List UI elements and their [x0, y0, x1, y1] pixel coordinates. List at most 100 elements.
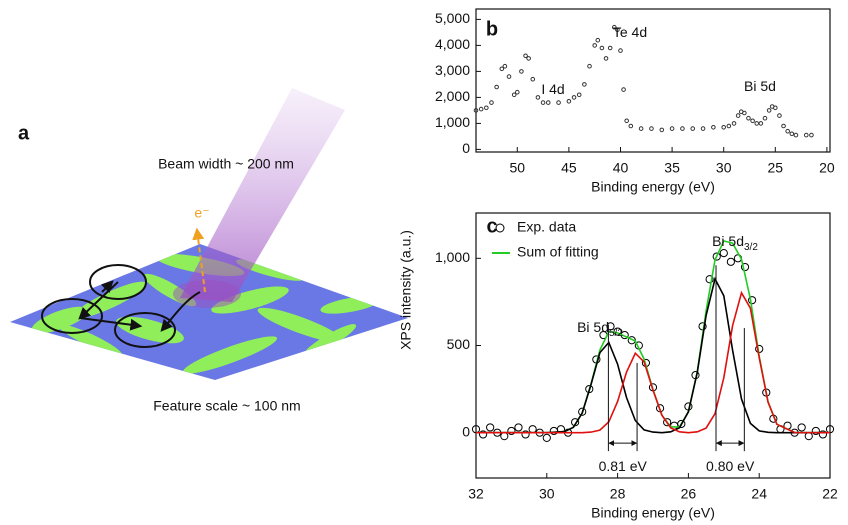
x-tick-label: 22	[822, 486, 838, 502]
data-point	[489, 100, 494, 105]
data-point	[500, 432, 509, 441]
data-point	[649, 126, 654, 131]
electron-label: e⁻	[194, 205, 209, 221]
data-point	[484, 105, 489, 111]
data-point	[545, 100, 551, 105]
data-point	[587, 63, 592, 69]
data-point	[621, 87, 626, 92]
data-point	[804, 432, 813, 441]
beam	[180, 88, 345, 302]
data-point	[599, 45, 605, 51]
data-point	[758, 121, 764, 126]
data-point	[582, 82, 587, 87]
legend-label: Sum of fitting	[517, 244, 599, 260]
data-point	[719, 248, 728, 258]
data-point	[680, 126, 685, 131]
x-tick-label: 35	[664, 160, 680, 176]
data-point	[514, 423, 523, 432]
x-tick-label: 26	[681, 486, 697, 502]
data-point	[731, 121, 737, 126]
data-point	[740, 262, 750, 272]
electron-arrow	[192, 227, 206, 293]
annotation-text: Bi 5d	[712, 233, 744, 249]
data-point	[726, 257, 735, 266]
y-tick-label: 1,000	[435, 249, 470, 265]
y-tick-label: 1,000	[435, 114, 470, 130]
data-point	[576, 92, 582, 98]
data-point	[478, 106, 484, 112]
data-point	[690, 126, 696, 131]
y-tick-label: 0	[462, 140, 470, 156]
data-point	[754, 121, 760, 126]
data-point	[595, 37, 601, 43]
data-point	[789, 131, 795, 137]
data-point	[511, 92, 517, 98]
data-point	[514, 89, 520, 95]
annotation-text: Bi 5d	[744, 78, 776, 94]
x-axis-label: Binding energy (eV)	[591, 179, 715, 195]
data-point	[473, 108, 479, 113]
annotation-text: I 4d	[541, 81, 564, 97]
data-point	[615, 27, 620, 33]
data-point	[607, 45, 613, 51]
x-tick-label: 20	[819, 160, 835, 176]
data-point	[578, 407, 587, 416]
annotation: Bi 5d	[744, 78, 776, 94]
fit-line	[476, 276, 830, 434]
data-point	[606, 322, 615, 331]
y-tick-label: 4,000	[435, 36, 470, 52]
legend-label: Exp. data	[517, 219, 576, 235]
x-axis-label: Binding energy (eV)	[591, 505, 715, 521]
data-point	[705, 275, 714, 284]
annotation-text: Bi 5d	[577, 319, 609, 335]
y-tick-label: 5,000	[435, 10, 470, 26]
panel-label: c	[486, 215, 497, 237]
fit-line	[476, 239, 831, 434]
data-point	[592, 43, 597, 48]
x-tick-label: 50	[509, 160, 525, 176]
data-point	[571, 95, 577, 100]
data-point	[540, 100, 546, 105]
data-point	[526, 56, 531, 61]
data-point	[519, 69, 524, 74]
data-point	[762, 115, 768, 121]
data-point	[712, 252, 721, 261]
data-point	[659, 127, 665, 133]
data-point	[638, 126, 644, 131]
x-tick-label: 28	[610, 486, 626, 502]
y-tick-label: 500	[447, 336, 471, 352]
data-point	[530, 76, 536, 82]
x-tick-label: 25	[768, 160, 784, 176]
x-tick-label: 30	[716, 160, 732, 176]
data-point	[785, 128, 790, 134]
feature-label: Feature scale ~ 100 nm	[153, 398, 300, 414]
data-point	[523, 53, 528, 59]
panel-label: a	[18, 122, 30, 144]
data-point	[742, 110, 747, 116]
data-point	[499, 66, 505, 72]
data-point	[486, 423, 495, 432]
data-point	[535, 95, 541, 100]
y-tick-label: 2,000	[435, 88, 470, 104]
x-tick-label: 24	[751, 486, 767, 502]
data-point	[809, 132, 814, 138]
annotation: Bi 5d5/2	[577, 319, 623, 339]
data-point	[803, 132, 809, 138]
annotation: Bi 5d3/2	[712, 233, 758, 253]
data-point	[521, 430, 530, 439]
data-point	[494, 84, 499, 90]
split-label: 0.80 eV	[706, 458, 755, 474]
annotation-subscript: 5/2	[609, 328, 623, 339]
data-point	[663, 418, 672, 427]
data-point	[618, 48, 623, 53]
data-point	[721, 125, 726, 130]
data-point	[766, 108, 772, 113]
data-point	[777, 113, 782, 118]
data-point	[556, 100, 561, 105]
x-tick-label: 32	[468, 486, 484, 502]
data-point	[746, 115, 751, 121]
data-point	[502, 63, 508, 69]
data-point	[735, 113, 741, 118]
data-point	[781, 123, 786, 129]
